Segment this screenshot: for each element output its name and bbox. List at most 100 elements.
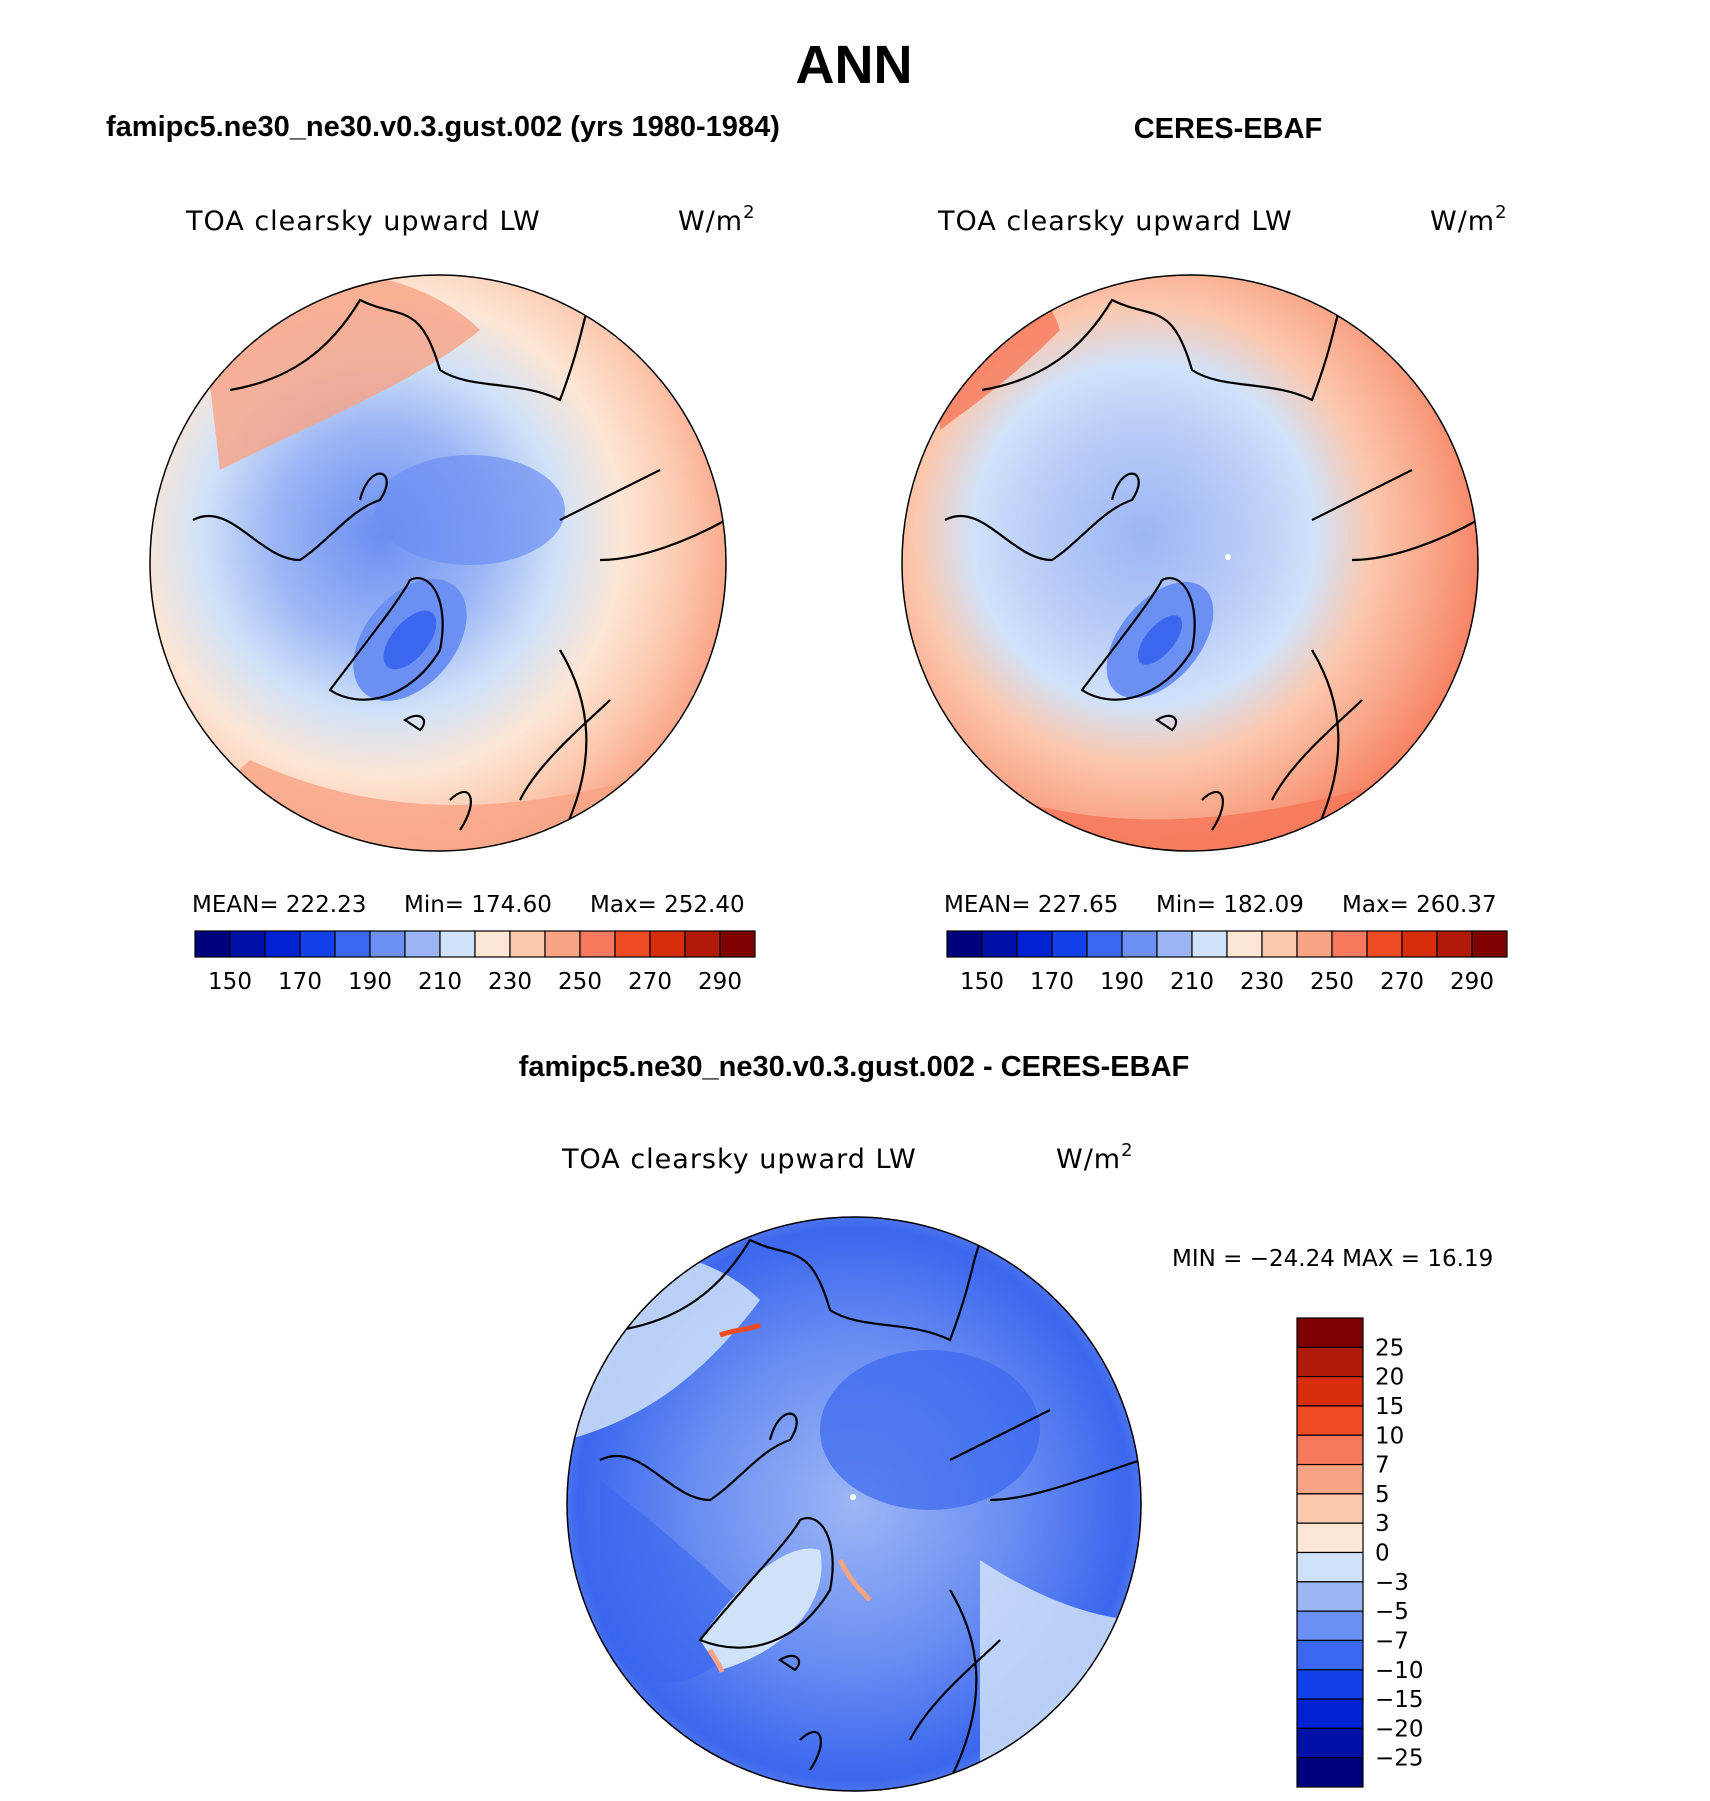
obs-units-label: W/m2	[1430, 202, 1508, 237]
colorbar-swatch	[1296, 1522, 1364, 1554]
colorbar-tick-label: 150	[960, 969, 1004, 995]
colorbar-tick-label: 230	[488, 969, 532, 995]
colorbar-tick-label: 210	[418, 969, 462, 995]
colorbar-swatch	[981, 930, 1018, 958]
colorbar-tick-label: 7	[1375, 1453, 1390, 1479]
colorbar-swatch	[1086, 930, 1123, 958]
colorbar-swatch	[299, 930, 336, 958]
colorbar-swatch	[1051, 930, 1088, 958]
colorbar-swatch	[334, 930, 371, 958]
colorbar-swatch	[544, 930, 581, 958]
colorbar-tick-label: 250	[558, 969, 602, 995]
colorbar-swatch	[1366, 930, 1403, 958]
colorbar-swatch	[1296, 1317, 1364, 1348]
colorbar-tick-label: −3	[1375, 1570, 1409, 1596]
colorbar-swatch	[369, 930, 406, 958]
colorbar-swatch	[946, 930, 983, 958]
colorbar-swatch	[579, 930, 616, 958]
obs-max-label: Max= 260.37	[1342, 892, 1497, 918]
colorbar-swatch	[194, 930, 231, 958]
colorbar-swatch	[1296, 1669, 1364, 1700]
model-units-label: W/m2	[678, 202, 756, 237]
colorbar-tick-label: −10	[1375, 1658, 1424, 1684]
colorbar-swatch	[1296, 1757, 1364, 1788]
colorbar-tick-label: 150	[208, 969, 252, 995]
colorbar-swatch	[719, 930, 756, 958]
obs-polar-map	[902, 275, 1478, 851]
diff-colorbar-ticks: 25 20 15 10 7 5 3 0 −3 −5 −7 −10 −15 −20 −25	[1375, 1335, 1424, 1771]
model-colorbar	[194, 930, 756, 958]
colorbar-swatch	[1296, 1698, 1364, 1729]
obs-min-label: Min= 182.09	[1156, 892, 1304, 918]
model-colorbar-ticks: 150 170 190 210 230 250 270 290	[208, 969, 742, 995]
colorbar-swatch	[1016, 930, 1053, 958]
colorbar-swatch	[1261, 930, 1298, 958]
colorbar-swatch	[1296, 930, 1333, 958]
panel-difference: famipc5.ne30_ne30.v0.3.gust.002 - CERES-…	[519, 1051, 1493, 1792]
colorbar-tick-label: 20	[1375, 1365, 1404, 1391]
colorbar-swatch	[1471, 930, 1508, 958]
model-min-label: Min= 174.60	[404, 892, 552, 918]
colorbar-tick-label: 170	[1030, 969, 1074, 995]
diff-minmax-label: MIN = −24.24 MAX = 16.19	[1172, 1246, 1493, 1272]
colorbar-tick-label: 10	[1375, 1423, 1404, 1449]
colorbar-swatch	[649, 930, 686, 958]
colorbar-swatch	[1296, 1610, 1364, 1642]
colorbar-swatch	[1226, 930, 1263, 958]
colorbar-tick-label: 0	[1375, 1541, 1390, 1567]
obs-colorbar	[946, 930, 1508, 958]
colorbar-swatch	[614, 930, 651, 958]
colorbar-swatch	[404, 930, 441, 958]
panel-obs: CERES-EBAF TOA clearsky upward LW W/m2 M…	[901, 113, 1508, 995]
obs-mean-label: MEAN= 227.65	[944, 892, 1118, 918]
colorbar-swatch	[229, 930, 266, 958]
colorbar-swatch	[474, 930, 511, 958]
colorbar-tick-label: 190	[348, 969, 392, 995]
colorbar-swatch	[1296, 1405, 1364, 1436]
diff-colorbar	[1296, 1317, 1364, 1788]
obs-variable-label: TOA clearsky upward LW	[937, 206, 1293, 237]
colorbar-tick-label: 25	[1375, 1335, 1404, 1361]
diff-variable-label: TOA clearsky upward LW	[561, 1144, 917, 1175]
colorbar-swatch	[1156, 930, 1193, 958]
diff-units-label: W/m2	[1056, 1140, 1134, 1175]
colorbar-swatch	[684, 930, 721, 958]
colorbar-tick-label: 15	[1375, 1394, 1404, 1420]
diff-polar-map	[567, 1217, 1141, 1791]
colorbar-swatch	[439, 930, 476, 958]
model-mean-label: MEAN= 222.23	[192, 892, 366, 918]
diff-case-title: famipc5.ne30_ne30.v0.3.gust.002 - CERES-…	[519, 1051, 1189, 1083]
colorbar-tick-label: −7	[1375, 1628, 1409, 1654]
colorbar-swatch	[1296, 1551, 1364, 1583]
colorbar-swatch	[1331, 930, 1368, 958]
colorbar-tick-label: 3	[1375, 1511, 1390, 1537]
colorbar-tick-label: 5	[1375, 1482, 1390, 1508]
obs-colorbar-ticks: 150 170 190 210 230 250 270 290	[960, 969, 1494, 995]
colorbar-tick-label: 170	[278, 969, 322, 995]
colorbar-tick-label: 270	[1380, 969, 1424, 995]
colorbar-tick-label: −20	[1375, 1716, 1424, 1742]
colorbar-tick-label: −5	[1375, 1599, 1409, 1625]
colorbar-swatch	[1296, 1376, 1364, 1407]
colorbar-tick-label: 250	[1310, 969, 1354, 995]
colorbar-swatch	[1296, 1581, 1364, 1612]
colorbar-swatch	[1401, 930, 1438, 958]
obs-case-title: CERES-EBAF	[1134, 113, 1323, 145]
colorbar-tick-label: 290	[698, 969, 742, 995]
model-polar-map	[150, 275, 726, 851]
colorbar-tick-label: −25	[1375, 1746, 1424, 1772]
colorbar-swatch	[264, 930, 301, 958]
colorbar-swatch	[1191, 930, 1228, 958]
model-case-title: famipc5.ne30_ne30.v0.3.gust.002 (yrs 198…	[106, 111, 780, 143]
colorbar-swatch	[1296, 1434, 1364, 1466]
colorbar-swatch	[509, 930, 546, 958]
colorbar-swatch	[1121, 930, 1158, 958]
colorbar-swatch	[1436, 930, 1473, 958]
colorbar-tick-label: 210	[1170, 969, 1214, 995]
colorbar-tick-label: 190	[1100, 969, 1144, 995]
panel-model: famipc5.ne30_ne30.v0.3.gust.002 (yrs 198…	[106, 111, 780, 995]
figure-title: ANN	[796, 35, 913, 95]
model-max-label: Max= 252.40	[590, 892, 745, 918]
colorbar-swatch	[1296, 1727, 1364, 1759]
